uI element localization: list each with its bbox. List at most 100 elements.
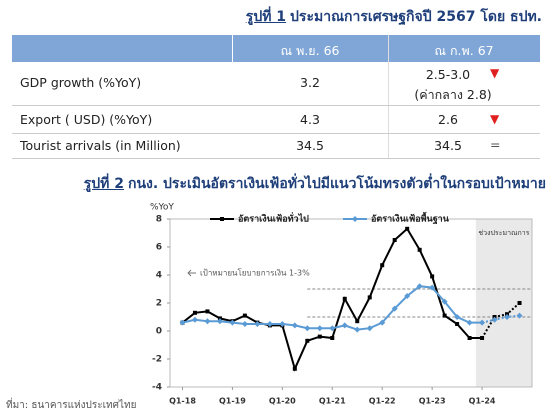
marker [366, 325, 373, 332]
y-tick-label: -2 [152, 355, 162, 365]
figure2-title: รูปที่ 2 กนง. ประเมินอัตราเงินเฟ้อทั่วไปม… [84, 173, 546, 195]
x-tick-label: Q1-24 [469, 397, 496, 406]
marker [179, 319, 186, 326]
change-icon: ▼ [490, 66, 500, 80]
x-tick-label: Q1-19 [219, 397, 246, 406]
header-cell: ณ ก.พ. 67 [434, 43, 494, 58]
target-label: เป้าหมายนโยบายการเงิน 1-3% [200, 268, 310, 278]
legend-label: อัตราเงินเฟ้อทั่วไป [238, 212, 309, 225]
marker [304, 325, 311, 332]
series-line [182, 285, 483, 331]
marker [305, 338, 310, 343]
marker [404, 293, 411, 299]
cell-note: (ค่ากลาง 2.8) [414, 87, 492, 102]
marker [216, 318, 223, 325]
marker [355, 319, 360, 324]
y-tick-label: 6 [156, 243, 162, 253]
marker [480, 336, 485, 340]
marker [316, 325, 323, 332]
header-row [12, 35, 540, 62]
forecast-label: ช่วงประมาณการ [478, 229, 529, 237]
marker [442, 313, 447, 318]
col-divider [232, 35, 233, 159]
marker [204, 318, 211, 325]
legend-label: อัตราเงินเฟ้อพื้นฐาน [371, 212, 450, 225]
figure-title-text: ประมาณการเศรษฐกิจปี 2567 โดย ธปท. [290, 9, 542, 25]
marker [429, 284, 436, 291]
x-tick-label: Q1-18 [169, 397, 196, 406]
x-tick-label: Q1-22 [369, 397, 396, 406]
y-tick-label: 8 [156, 215, 162, 225]
cell: 34.5 [296, 138, 324, 153]
marker [430, 274, 435, 279]
marker [317, 334, 322, 339]
col-divider [388, 35, 389, 159]
table: ณ พ.ย. 66 ณ ก.พ. 67 GDP growth (%YoY) 3.… [12, 35, 540, 159]
marker [405, 226, 410, 231]
marker [191, 316, 198, 323]
marker [341, 322, 348, 329]
legend-marker [352, 216, 358, 222]
marker [516, 312, 523, 319]
x-tick-label: Q1-23 [419, 397, 446, 406]
marker [441, 298, 448, 305]
row-divider [12, 105, 540, 106]
target-arrow [187, 269, 196, 277]
marker [291, 322, 298, 329]
figure1-title: รูปที่ 1 ประมาณการเศรษฐกิจปี 2567 โดย ธปท… [246, 6, 542, 28]
row-divider [12, 158, 540, 159]
marker [504, 314, 511, 320]
change-icon: = [490, 137, 501, 152]
series-line [181, 227, 483, 372]
row-label: GDP growth (%YoY) [20, 75, 142, 90]
source: ที่มา: ธนาคารแห่งประเทศไทย [6, 397, 136, 411]
series-line [481, 302, 521, 339]
marker [491, 316, 498, 323]
marker [479, 319, 486, 326]
marker [466, 319, 473, 326]
legend-marker [220, 217, 224, 221]
x-tick-label: Q1-21 [319, 397, 346, 406]
y-tick-label: 0 [156, 327, 162, 337]
cell: 34.5 [434, 138, 462, 153]
cell: 3.2 [300, 75, 320, 90]
marker [454, 314, 461, 320]
figure-label: รูปที่ 2 [83, 176, 124, 192]
cell: 2.5-3.0 [425, 67, 471, 82]
y-tick-label: -4 [152, 383, 162, 393]
marker [467, 336, 472, 340]
marker [417, 247, 422, 252]
y-axis-label: %YoY [150, 203, 174, 213]
marker [416, 283, 423, 290]
y-tick-label: 2 [156, 299, 162, 309]
marker [391, 305, 398, 312]
row-divider [12, 133, 540, 134]
marker [254, 321, 261, 327]
x-tick-label: Q1-20 [269, 397, 296, 406]
y-tick-label: 4 [156, 271, 162, 281]
forecast-region [475, 219, 532, 387]
cell: 2.6 [438, 112, 458, 127]
marker [205, 309, 210, 314]
marker [266, 321, 273, 327]
marker [330, 336, 335, 340]
header-cell: ณ พ.ย. 66 [280, 43, 340, 58]
marker [241, 321, 248, 327]
figure-title-text: กนง. ประเมินอัตราเงินเฟ้อทั่วไปมีแนวโน้ม… [127, 176, 546, 192]
marker [367, 295, 372, 300]
marker [292, 366, 297, 371]
marker [329, 325, 336, 332]
marker [342, 296, 347, 301]
marker [279, 321, 286, 327]
marker [517, 301, 522, 305]
marker [455, 322, 460, 326]
marker [354, 326, 361, 333]
change-icon: ▼ [490, 112, 500, 126]
cell: 4.3 [300, 112, 320, 127]
marker [229, 319, 236, 326]
marker [192, 310, 197, 315]
marker [392, 238, 397, 242]
marker [379, 319, 386, 326]
